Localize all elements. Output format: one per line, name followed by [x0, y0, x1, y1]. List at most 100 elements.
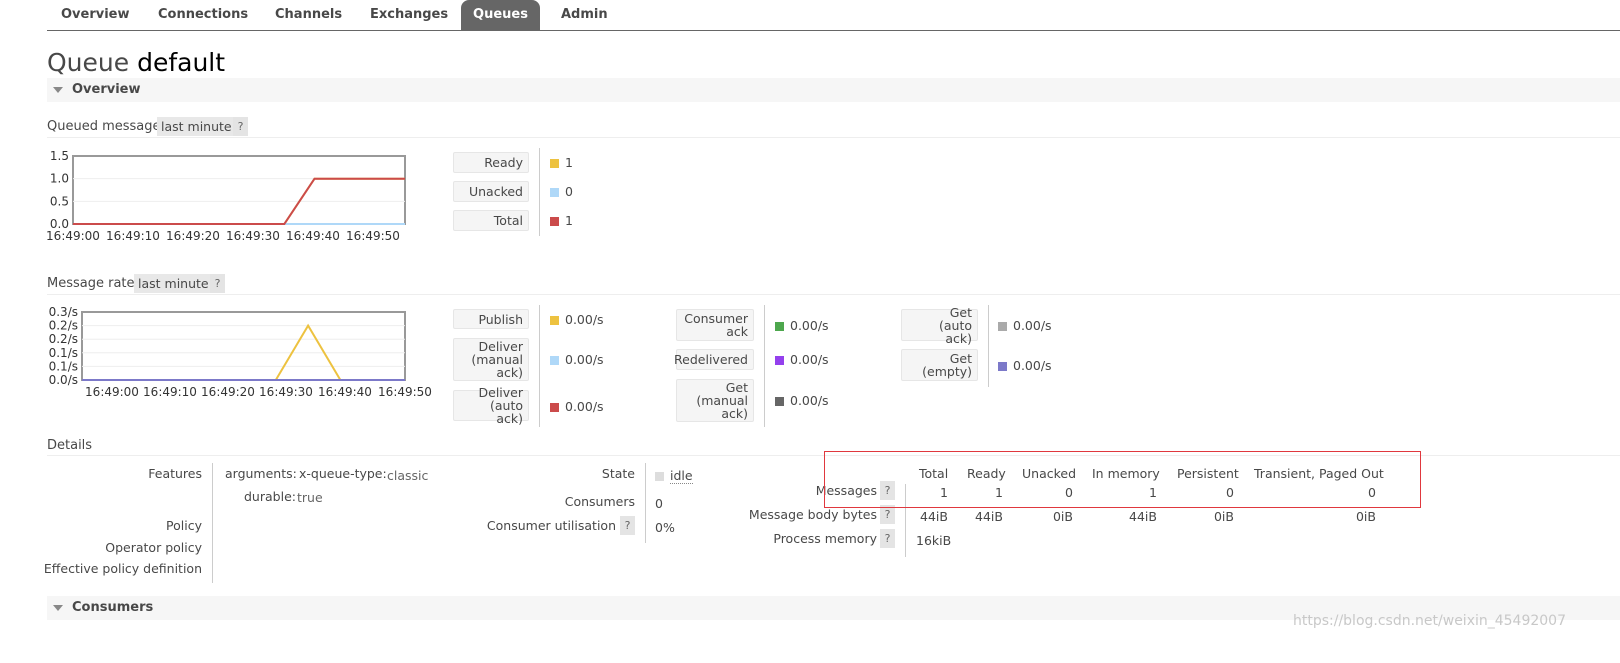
stats-header-unacked: Unacked: [1022, 466, 1077, 481]
legend-get-empty-value: 0.00/s: [998, 359, 1052, 373]
state-indicator-icon: [655, 472, 664, 481]
queued-messages-range[interactable]: last minute: [157, 117, 236, 136]
x-tick-label: 16:49:10: [106, 229, 160, 243]
messages-transient: 0: [1368, 485, 1376, 500]
tab-admin[interactable]: Admin: [561, 7, 608, 22]
queued-messages-header: Queued messages last minute ?: [47, 117, 1620, 138]
stats-row-body-bytes-label: Message body bytes: [748, 507, 877, 522]
tab-queues[interactable]: Queues: [461, 0, 540, 31]
y-tick-label: 0.1/s: [49, 359, 78, 373]
stats-header-transient: Transient, Paged Out: [1254, 466, 1384, 481]
bytes-persistent: 0iB: [1213, 509, 1234, 524]
message-rates-header: Message rates last minute ?: [47, 274, 1620, 295]
legend-redelivered-value: 0.00/s: [775, 353, 829, 367]
get-auto-swatch: [998, 322, 1007, 331]
details-header: Details: [47, 438, 1620, 456]
durable-label: durable:: [244, 489, 296, 504]
tab-exchanges[interactable]: Exchanges: [370, 7, 449, 22]
x-tick-label: 16:49:50: [346, 229, 400, 243]
tab-channels[interactable]: Channels: [275, 7, 343, 22]
x-tick-label: 16:49:00: [85, 385, 139, 399]
details-label: Details: [47, 438, 93, 453]
consumers-section-toggle[interactable]: Consumers: [47, 596, 1620, 620]
series-line-total: [73, 177, 405, 225]
message-rates-label: Message rates: [47, 276, 142, 291]
x-tick-label: 16:49:20: [166, 229, 220, 243]
x-tick-label: 16:49:40: [318, 385, 372, 399]
features-label: Features: [148, 466, 202, 481]
queued-messages-help[interactable]: ?: [233, 117, 248, 136]
queue-name: default: [137, 48, 226, 77]
legend-divider: [539, 148, 540, 236]
legend-ready-label: Ready: [453, 152, 529, 173]
queued-messages-label: Queued messages: [47, 119, 168, 134]
redelivered-swatch: [775, 356, 784, 365]
consumers-section-label: Consumers: [72, 600, 154, 615]
ready-swatch: [550, 159, 559, 168]
legend-ready-value: 1: [550, 156, 573, 170]
tab-overview[interactable]: Overview: [61, 7, 130, 22]
messages-total: 1: [940, 485, 948, 500]
x-tick-label: 16:49:50: [378, 385, 432, 399]
legend-consumer-ack-label: Consumer ack: [676, 309, 754, 341]
arg-key: x-queue-type:: [299, 466, 387, 481]
x-tick-label: 16:49:00: [46, 229, 100, 243]
operator-policy-label: Operator policy: [105, 540, 202, 555]
watermark: https://blog.csdn.net/weixin_45492007: [1292, 613, 1566, 629]
legend-redelivered-label: Redelivered: [674, 349, 754, 370]
durable-value: true: [297, 490, 323, 505]
utilisation-help[interactable]: ?: [620, 516, 635, 535]
tab-connections[interactable]: Connections: [158, 7, 249, 22]
body-bytes-help[interactable]: ?: [880, 505, 895, 524]
legend-unacked-value: 0: [550, 185, 573, 199]
message-rates-chart: 0.0/s0.1/s0.1/s0.2/s0.2/s0.3/s16:49:00 16…: [49, 305, 432, 399]
legend-deliver-manual-label: Deliver (manual ack): [453, 338, 529, 381]
effective-policy-label: Effective policy definition: [43, 561, 202, 576]
consumers-label: Consumers: [564, 494, 635, 509]
rates-col3-divider: [988, 305, 989, 387]
x-tick-label: 16:49:20: [201, 385, 255, 399]
messages-help[interactable]: ?: [880, 481, 895, 500]
stats-row-process-memory-label: Process memory: [773, 531, 877, 546]
messages-persistent: 0: [1226, 485, 1234, 500]
get-empty-swatch: [998, 362, 1007, 371]
stats-header-persistent: Persistent: [1177, 466, 1239, 481]
y-tick-label: 0.1/s: [49, 346, 78, 360]
message-rates-help[interactable]: ?: [210, 274, 225, 293]
stats-divider: [905, 484, 906, 557]
y-tick-label: 0.2/s: [49, 319, 78, 333]
chart-frame: [81, 311, 406, 381]
legend-get-auto-label: Get (auto ack): [901, 306, 978, 345]
y-tick-label: 1.5: [50, 149, 69, 163]
legend-publish-label: Publish: [453, 309, 529, 329]
bytes-in-memory: 44iB: [1129, 509, 1157, 524]
legend-deliver-auto-value: 0.00/s: [550, 400, 604, 414]
y-tick-label: 0.3/s: [49, 305, 78, 319]
process-memory-value: 16kiB: [916, 533, 952, 548]
messages-ready: 1: [995, 485, 1003, 500]
stats-header-in-memory: In memory: [1092, 466, 1160, 481]
overview-section-toggle[interactable]: Overview: [47, 78, 1620, 102]
messages-unacked: 0: [1065, 485, 1073, 500]
arguments-label: arguments:: [225, 466, 297, 481]
y-tick-label: 0.5: [50, 194, 69, 208]
unacked-swatch: [550, 188, 559, 197]
y-tick-label: 1.0: [50, 172, 69, 186]
legend-get-manual-label: Get (manual ack): [676, 379, 754, 422]
consumer-ack-swatch: [775, 322, 784, 331]
process-memory-help[interactable]: ?: [880, 529, 895, 548]
stats-header-total: Total: [919, 466, 949, 481]
highlight-annotation-box: [824, 451, 1421, 508]
stats-row-messages-label: Messages: [815, 483, 877, 498]
message-rates-range[interactable]: last minute: [134, 274, 213, 293]
state-value: idle: [655, 468, 693, 484]
rates-col1-divider: [539, 305, 540, 427]
y-tick-label: 0.0/s: [49, 373, 78, 387]
publish-swatch: [550, 316, 559, 325]
legend-deliver-manual-value: 0.00/s: [550, 353, 604, 367]
page-title-prefix: Queue: [47, 48, 130, 77]
bytes-unacked: 0iB: [1052, 509, 1073, 524]
collapse-triangle-icon: [53, 87, 63, 93]
stats-header-ready: Ready: [967, 466, 1006, 481]
x-tick-label: 16:49:10: [143, 385, 197, 399]
